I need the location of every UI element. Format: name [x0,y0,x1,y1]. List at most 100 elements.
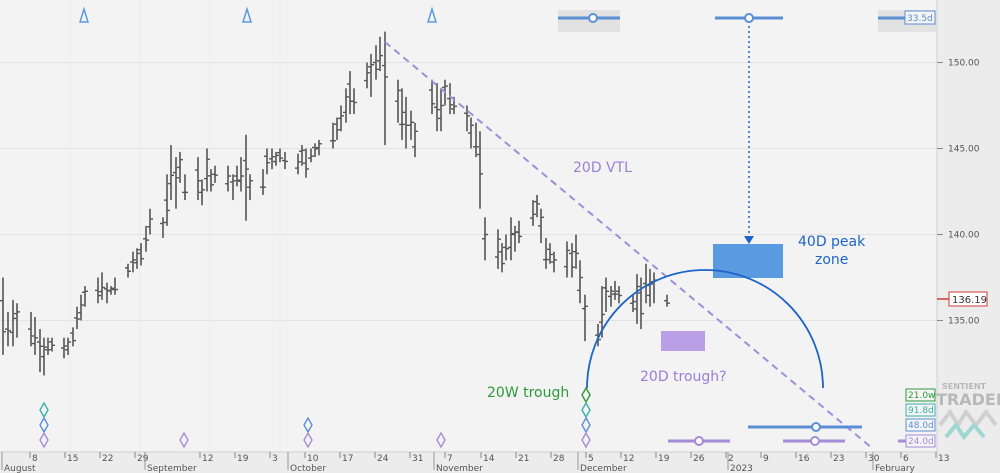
price-bar [177,151,183,183]
x-month-label: February [875,464,916,473]
price-bar [173,157,179,209]
x-tick-label: 2 [728,454,734,464]
price-bar [260,169,266,195]
price-bar [351,88,357,115]
cycle-diamond-marker [581,386,591,404]
price-bar [573,234,579,269]
price-bar [664,294,670,307]
price-bar [182,174,188,201]
price-bar [65,337,71,355]
x-axis-ticks: 8 15 22 29 12 19 3 10 17 24 31 7 14 21 28 5 12 19 26 2 9 16 23… [29,452,949,464]
price-bar [277,148,283,163]
cycle-badge-48d [905,418,936,432]
price-bar [482,217,488,261]
price-bar [651,272,657,304]
price-bar [343,88,349,123]
price-bar [434,83,440,132]
trough-20d-box [661,331,705,351]
price-bar [199,179,205,206]
price-bar [334,117,340,140]
price-bar [499,243,505,273]
x-tick-label: 5 [588,454,594,464]
x-month-label: December [580,464,627,473]
x-tick-label: 13 [938,454,949,464]
x-tick-label: 30 [868,454,880,464]
x-axis-months: August September October November December 20… [1,452,916,473]
price-bar [160,217,166,238]
x-tick-label: 16 [798,454,810,464]
price-bar [464,105,470,132]
y-tick-label: 140.00 [948,231,980,241]
x-tick-label: 24 [377,454,389,464]
price-bar [630,294,636,312]
cycle-range-dot [744,13,754,23]
x-month-label: September [147,464,197,473]
y-axis-ticks: 135.00 140.00 145.00 150.00 [937,59,980,327]
sentient-trader-logo: SENTIENT TRADER [936,382,1000,441]
triangle-marker [426,6,438,23]
x-tick-label: 12 [202,454,213,464]
x-tick-label: 17 [342,454,353,464]
x-month-label: October [290,464,326,473]
price-bar [543,237,549,269]
x-tick-label: 23 [833,454,844,464]
y-tick-label: 135.00 [948,317,980,327]
price-bar [108,286,114,295]
cycle-badge-24d-text: 24.0d [908,437,934,447]
price-bar [495,229,501,269]
price-bar [164,174,170,226]
price-bar [438,88,444,132]
cycle-diamond-marker [581,416,591,434]
x-tick-label: 31 [412,454,423,464]
price-bar [429,79,435,115]
price-bar [95,277,101,304]
cycle-badge-92d-text: 91.8d [908,406,934,416]
price-bar [616,286,622,304]
x-tick-label: 19 [237,454,249,464]
price-bar [403,96,409,149]
price-bar [204,148,210,192]
price-bar [264,148,270,175]
logo-text-top: SENTIENT [942,382,987,391]
projection-arrowhead [744,236,754,244]
price-bar [508,217,514,261]
price-bar [503,234,509,261]
trough-20w-label: 20W trough [487,385,569,401]
logo-text-main: TRADER [936,390,1000,409]
price-bar [49,337,55,352]
cycle-badge-48d-text: 48.0d [908,421,934,431]
vtl-label: 20D VTL [573,160,632,176]
price-bars [0,31,670,376]
price-bar [230,174,236,201]
price-bar [516,220,522,244]
price-bar [412,122,418,158]
cycle-badge-92d [905,403,936,417]
price-bar [382,31,388,146]
cycle-diamond-marker [303,416,313,434]
y-tick-label: 145.00 [948,145,980,155]
price-bar [134,248,140,269]
price-bar [603,277,609,312]
price-bar [577,260,583,304]
price-bar [45,337,51,355]
x-tick-label: 21 [518,454,529,464]
price-bar [212,165,218,183]
price-bar [408,110,414,140]
cycle-diamond-marker [581,431,591,449]
price-bar [70,327,76,347]
price-bar [37,329,43,373]
cycle-arc [586,269,824,389]
price-bar [512,225,518,252]
cycle-diamond-marker [179,431,189,449]
x-tick-label: 3 [272,454,278,464]
price-bar [5,311,11,347]
price-bar [395,79,401,123]
price-bar [41,337,47,376]
x-tick-label: 7 [447,454,453,464]
price-bar [208,169,214,192]
cycle-range-dot [810,436,820,446]
price-bar [547,243,553,264]
price-bar [330,122,336,149]
trough-20d-label: 20D trough? [640,369,727,385]
